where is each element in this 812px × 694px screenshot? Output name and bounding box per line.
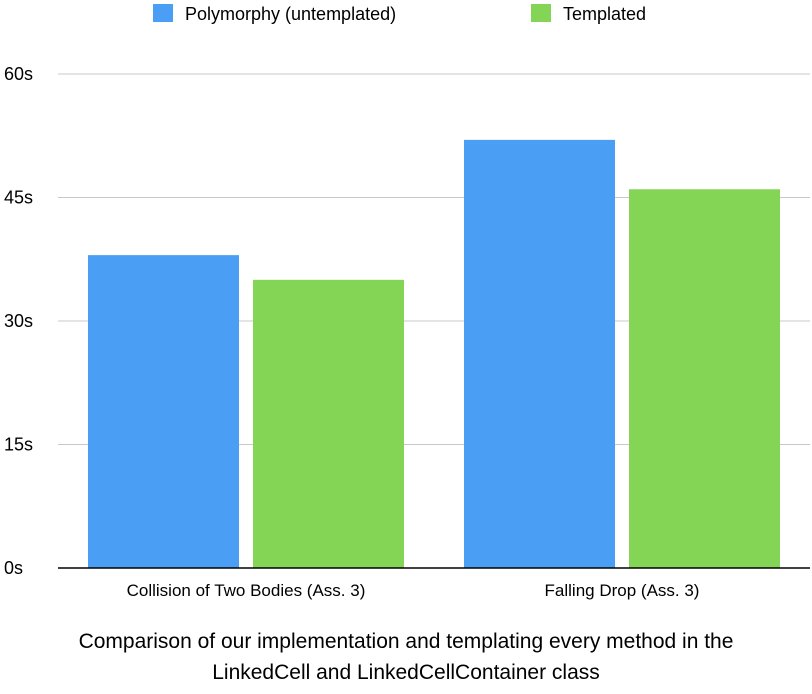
- chart-caption: Comparison of our implementation and tem…: [20, 626, 792, 688]
- y-tick-label: 15s: [4, 435, 33, 455]
- y-tick-label: 0s: [4, 558, 23, 578]
- y-axis-tick-labels: 0s 15s 30s 45s 60s: [4, 64, 33, 578]
- y-tick-label: 45s: [4, 188, 33, 208]
- y-tick-label: 60s: [4, 64, 33, 84]
- bar-series1-cat0: [253, 279, 404, 568]
- x-category-label: Collision of Two Bodies (Ass. 3): [127, 581, 366, 600]
- y-tick-label: 30s: [4, 311, 33, 331]
- x-category-label: Falling Drop (Ass. 3): [545, 581, 700, 600]
- bars: [88, 139, 780, 568]
- legend-swatch: [153, 4, 173, 22]
- x-axis-category-labels: Collision of Two Bodies (Ass. 3) Falling …: [127, 581, 700, 600]
- bar-chart: 0s 15s 30s 45s 60s Collision of Two Bodies (…: [4, 4, 810, 600]
- caption-line-2: LinkedCell and LinkedCellContainer class: [212, 661, 600, 684]
- legend-label: Templated: [563, 4, 646, 24]
- legend-label: Polymorphy (untemplated): [185, 4, 396, 24]
- legend-swatch: [531, 4, 551, 22]
- bar-series0-cat1: [464, 139, 615, 568]
- caption-line-1: Comparison of our implementation and tem…: [78, 630, 734, 653]
- legend: Polymorphy (untemplated) Templated: [153, 4, 646, 24]
- bar-series0-cat0: [88, 255, 239, 568]
- bar-series1-cat1: [629, 189, 780, 568]
